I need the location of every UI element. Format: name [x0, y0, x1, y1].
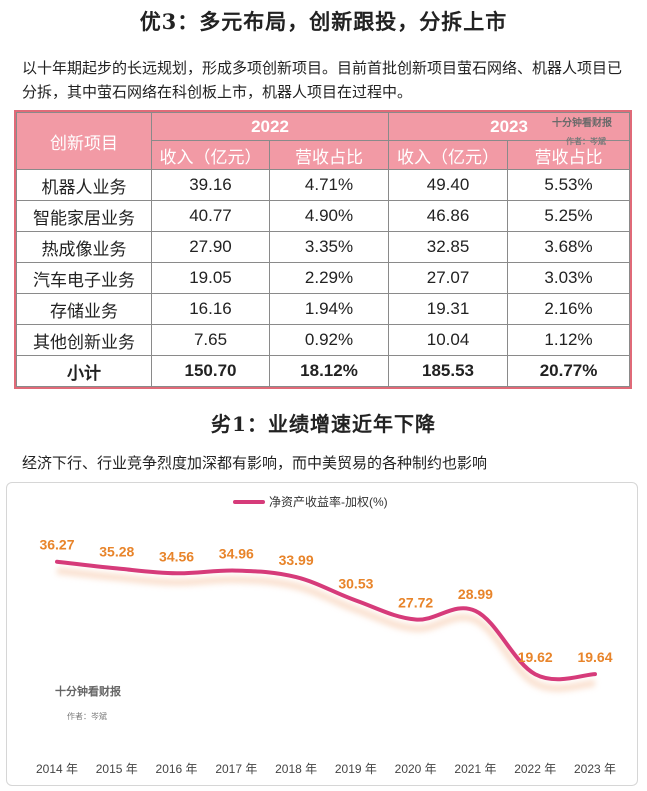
cell-revenue-2023: 49.40 — [388, 169, 509, 201]
table-row: 热成像业务 27.90 3.35% 32.85 3.68% — [16, 231, 631, 263]
total-revenue-2022: 150.70 — [151, 355, 270, 387]
cell-revenue-2022: 19.05 — [151, 262, 270, 294]
data-label: 34.96 — [219, 546, 254, 562]
row-label: 热成像业务 — [16, 231, 152, 263]
table-watermark-author: 作者：岑斌 — [566, 137, 606, 146]
sub-header-revenue-2023: 收入（亿元） — [388, 140, 509, 170]
row-label: 其他创新业务 — [16, 324, 152, 356]
series-shadow — [56, 567, 596, 692]
row-label: 智能家居业务 — [16, 200, 152, 232]
cell-revenue-2023: 10.04 — [388, 324, 509, 356]
year-header-2023: 2023 — [388, 112, 631, 141]
cell-revenue-2022: 16.16 — [151, 293, 270, 325]
cell-share-2023: 3.03% — [507, 262, 631, 294]
section-title-disadvantage: 劣1：业绩增速近年下降 — [211, 412, 436, 436]
data-label: 28.99 — [458, 586, 493, 602]
x-tick-label: 2022 年 — [514, 762, 556, 776]
table-row: 其他创新业务 7.65 0.92% 10.04 1.12% — [16, 324, 631, 356]
data-label: 33.99 — [279, 552, 314, 568]
chart-watermark-author: 作者：岑斌 — [67, 711, 107, 721]
roe-line-chart: 净资产收益率-加权(%) 36.27 35.28 34.56 34.96 33.99 30… — [36, 494, 616, 776]
cell-share-2022: 4.71% — [268, 169, 390, 201]
x-tick-label: 2017 年 — [215, 762, 257, 776]
table-row: 汽车电子业务 19.05 2.29% 27.07 3.03% — [16, 262, 631, 294]
cell-share-2023: 2.16% — [507, 293, 631, 325]
cell-share-2022: 1.94% — [268, 293, 390, 325]
row-label: 存储业务 — [16, 293, 152, 325]
total-share-2023: 20.77% — [507, 355, 631, 387]
table-corner-header: 创新项目 — [16, 112, 152, 170]
section-paragraph-disadvantage: 经济下行、行业竞争烈度加深都有影响，而中美贸易的各种制约也影响 — [22, 454, 488, 472]
data-label: 34.56 — [159, 548, 194, 564]
x-tick-label: 2021 年 — [454, 762, 496, 776]
cell-share-2023: 3.68% — [507, 231, 631, 263]
row-label: 机器人业务 — [16, 169, 152, 201]
cell-share-2023: 5.53% — [507, 169, 631, 201]
cell-revenue-2023: 46.86 — [388, 200, 509, 232]
roe-chart-container: 净资产收益率-加权(%) 36.27 35.28 34.56 34.96 33.99 30… — [6, 482, 638, 786]
sub-header-share-2023: 营收占比 — [507, 140, 631, 170]
cell-revenue-2023: 32.85 — [388, 231, 509, 263]
cell-revenue-2023: 27.07 — [388, 262, 509, 294]
x-tick-label: 2015 年 — [96, 762, 138, 776]
sub-header-share-2022: 营收占比 — [268, 140, 390, 170]
x-tick-label: 2016 年 — [156, 762, 198, 776]
cell-share-2023: 1.12% — [507, 324, 631, 356]
x-tick-label: 2014 年 — [36, 762, 78, 776]
data-label: 27.72 — [398, 594, 433, 610]
data-label: 19.64 — [577, 649, 612, 665]
row-label: 汽车电子业务 — [16, 262, 152, 294]
year-header-2022: 2022 — [150, 112, 390, 141]
cell-revenue-2022: 7.65 — [151, 324, 270, 356]
table-row: 机器人业务 39.16 4.71% 49.40 5.53% — [16, 169, 631, 201]
table-watermark-brand: 十分钟看财报 — [552, 118, 612, 129]
innovation-table: 创新项目 2022 2023 收入（亿元） 营收占比 收入（亿元） 营收占比 机… — [13, 110, 633, 389]
table-row: 存储业务 16.16 1.94% 19.31 2.16% — [16, 293, 631, 325]
cell-share-2022: 4.90% — [268, 200, 390, 232]
cell-share-2022: 2.29% — [268, 262, 390, 294]
section-paragraph-advantage: 以十年期起步的长远规划，形成多项创新项目。目前首批创新项目萤石网络、机器人项目已… — [22, 59, 623, 101]
x-tick-label: 2020 年 — [395, 762, 437, 776]
legend-label: 净资产收益率-加权(%) — [269, 494, 388, 509]
cell-revenue-2022: 40.77 — [151, 200, 270, 232]
cell-revenue-2022: 27.90 — [151, 231, 270, 263]
x-tick-label: 2023 年 — [574, 762, 616, 776]
section-title-advantage: 优3：多元布局，创新跟投，分拆上市 — [139, 9, 508, 34]
series-line-roe — [55, 559, 597, 682]
cell-revenue-2022: 39.16 — [151, 169, 270, 201]
cell-revenue-2023: 19.31 — [388, 293, 509, 325]
table-total-row: 小计 150.70 18.12% 185.53 20.77% — [16, 355, 631, 387]
total-label: 小计 — [16, 355, 152, 387]
data-label: 35.28 — [99, 543, 134, 559]
table-row: 智能家居业务 40.77 4.90% 46.86 5.25% — [16, 200, 631, 232]
total-revenue-2023: 185.53 — [388, 355, 509, 387]
x-tick-label: 2019 年 — [335, 762, 377, 776]
total-share-2022: 18.12% — [268, 355, 390, 387]
x-tick-label: 2018 年 — [275, 762, 317, 776]
data-label: 30.53 — [338, 576, 373, 592]
data-label: 19.62 — [518, 649, 553, 665]
cell-share-2022: 0.92% — [268, 324, 390, 356]
chart-watermark-brand: 十分钟看财报 — [55, 684, 122, 698]
cell-share-2022: 3.35% — [268, 231, 390, 263]
sub-header-revenue-2022: 收入（亿元） — [151, 140, 270, 170]
data-label: 36.27 — [39, 537, 74, 553]
cell-share-2023: 5.25% — [507, 200, 631, 232]
